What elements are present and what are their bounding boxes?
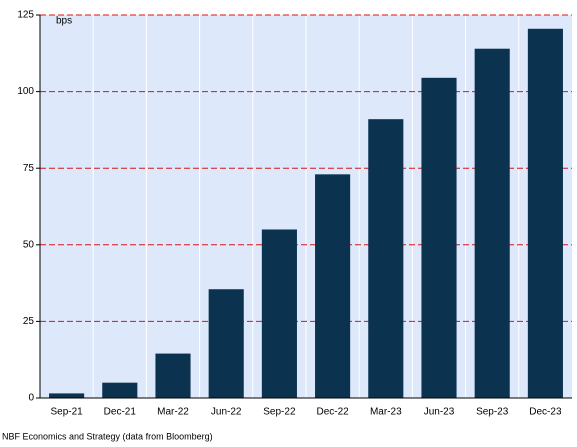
y-tick-label: 50 <box>23 239 35 250</box>
x-tick-label: Sep-23 <box>476 407 509 418</box>
source-note: NBF Economics and Strategy (data from Bl… <box>2 431 213 441</box>
bar <box>421 77 457 398</box>
x-tick-label: Dec-21 <box>104 407 137 418</box>
x-tick-label: Sep-22 <box>263 407 296 418</box>
y-tick-label: 25 <box>23 316 35 327</box>
separators <box>92 15 520 398</box>
bar <box>49 393 85 398</box>
x-tick-label: Jun-22 <box>211 407 242 418</box>
x-tick-label: Sep-21 <box>50 407 83 418</box>
y-unit-label: bps <box>56 16 72 27</box>
y-tick-label: 75 <box>23 163 35 174</box>
bar <box>208 289 244 398</box>
y-tick-label: 100 <box>17 86 34 97</box>
x-tick-label: Dec-23 <box>529 407 562 418</box>
x-tick-label: Jun-23 <box>424 407 455 418</box>
x-tick-label: Dec-22 <box>316 407 349 418</box>
bar <box>315 174 351 398</box>
x-tick-label: Mar-22 <box>157 407 189 418</box>
bar <box>155 353 191 398</box>
y-tick-label: 125 <box>17 10 34 21</box>
bar <box>527 28 563 399</box>
bar <box>474 48 510 398</box>
y-tick-label: 0 <box>28 393 34 404</box>
bar <box>368 119 404 399</box>
x-tick-label: Mar-23 <box>370 407 402 418</box>
bar <box>261 229 297 398</box>
bar <box>102 382 138 398</box>
